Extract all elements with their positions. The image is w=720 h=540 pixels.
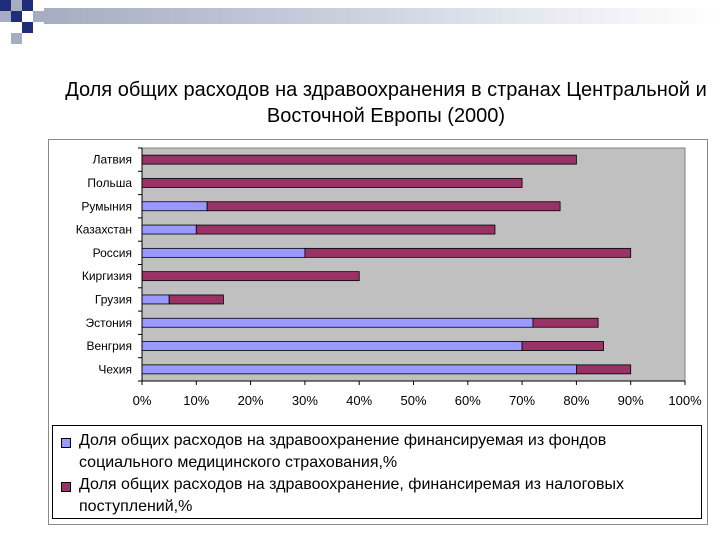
- x-tick-label: 40%: [346, 393, 372, 408]
- decor-square-light-1: [11, 0, 22, 11]
- decor-square-dark-2: [11, 11, 22, 22]
- x-tick-label: 0%: [133, 393, 152, 408]
- bar-series-2: [576, 364, 632, 375]
- x-tick-label: 90%: [618, 393, 644, 408]
- x-tick-label: 10%: [183, 393, 209, 408]
- bar-chart: Латвия Польша Румыния Казахстан Россия Киргиз…: [76, 147, 702, 408]
- bar-series-2: [532, 317, 599, 328]
- legend-item-series-2: Доля общих расходов на здравоохранение, …: [61, 474, 699, 518]
- bar-series-1: [141, 247, 306, 258]
- x-tick-label: 70%: [509, 393, 535, 408]
- category-label: Латвия: [93, 153, 132, 167]
- category-label: Киргизия: [82, 269, 132, 283]
- bar-series-1: [141, 364, 577, 375]
- legend-swatch-series-2: [61, 482, 71, 492]
- bar-series-2: [521, 341, 604, 351]
- decor-square-light-2: [0, 11, 11, 22]
- category-label: Эстония: [86, 316, 133, 330]
- category-label: Чехия: [98, 362, 132, 376]
- x-tick-label: 80%: [563, 393, 589, 408]
- x-tick-label: 60%: [455, 393, 481, 408]
- bar-series-2: [304, 247, 632, 258]
- bar-series-1: [141, 224, 197, 235]
- decor-square-light-3: [33, 11, 44, 22]
- bar-series-2: [206, 201, 561, 212]
- category-label: Казахстан: [76, 223, 132, 237]
- bar-series-2: [168, 294, 224, 305]
- x-tick-label: 50%: [400, 393, 426, 408]
- decor-square-dark-4: [22, 22, 33, 33]
- bar-series-1: [141, 294, 170, 305]
- x-tick-label: 20%: [238, 393, 264, 408]
- category-label: Румыния: [81, 199, 132, 213]
- decor-square-dark-1: [0, 0, 11, 11]
- bar-series-2: [141, 154, 577, 165]
- x-tick-label: 30%: [292, 393, 318, 408]
- bar-series-2: [195, 224, 496, 235]
- bar-series-2: [141, 178, 523, 188]
- decor-band: [44, 8, 720, 24]
- category-label: Польша: [87, 176, 132, 190]
- legend-label-series-1: Доля общих расходов на здравоохранение ф…: [79, 432, 607, 471]
- bar-series-1: [141, 317, 534, 328]
- category-label: Грузия: [95, 292, 132, 306]
- x-tick-label: 100%: [668, 393, 702, 408]
- bar-series-2: [141, 271, 360, 282]
- chart-legend: Доля общих расходов на здравоохранение ф…: [52, 425, 702, 519]
- bar-series-1: [141, 201, 208, 212]
- decor-square-light-4: [11, 33, 22, 44]
- bar-series-1: [141, 341, 523, 351]
- category-label: Венгрия: [86, 339, 132, 353]
- chart-title: Доля общих расходов на здравоохранения в…: [65, 79, 707, 127]
- legend-item-series-1: Доля общих расходов на здравоохранение ф…: [61, 430, 699, 474]
- legend-swatch-series-1: [61, 438, 71, 448]
- category-label: Россия: [93, 246, 132, 260]
- decor-square-dark-3: [22, 0, 33, 11]
- legend-label-series-2: Доля общих расходов на здравоохранение, …: [79, 476, 624, 515]
